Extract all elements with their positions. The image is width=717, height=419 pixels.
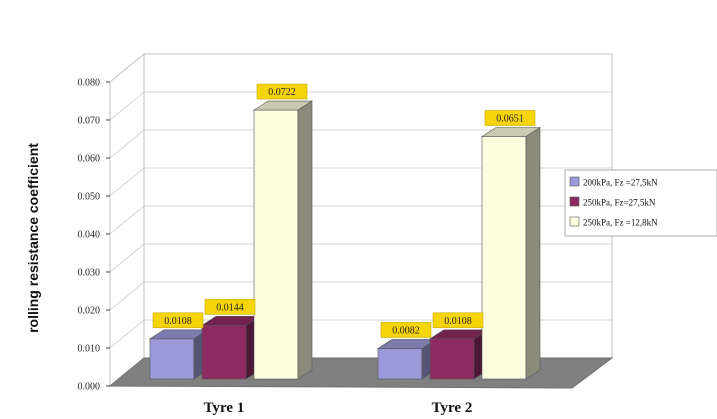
gridline-side bbox=[109, 129, 145, 159]
gridline-side bbox=[109, 91, 145, 121]
bar-front bbox=[481, 136, 527, 380]
y-tick-label: 0.080 bbox=[78, 78, 101, 89]
data-label-box bbox=[484, 110, 536, 126]
category-label: Tyre 1 bbox=[204, 400, 245, 416]
data-label-box bbox=[152, 312, 204, 329]
data-label-text: 0.0108 bbox=[444, 316, 472, 327]
x-axis-categories: Tyre 1 Tyre 2 bbox=[204, 400, 473, 416]
y-tick-label: 0.030 bbox=[78, 268, 101, 279]
data-labels: 0.0108 0.0144 0.0722 0.0082 0.0108 0.0651 bbox=[152, 83, 536, 338]
legend: 200kPa, Fz =27,5kN 250kPa, Fz=27,5kN 250kP… bbox=[564, 169, 717, 237]
y-tick-label: 0.010 bbox=[78, 344, 101, 355]
data-label-box bbox=[432, 312, 484, 329]
bar-front bbox=[201, 325, 247, 380]
data-label-text: 0.0144 bbox=[216, 302, 244, 313]
gridline-side bbox=[109, 281, 145, 311]
legend-label: 250kPa, Fz =12,8kN bbox=[583, 218, 658, 228]
bar-front bbox=[253, 109, 299, 380]
legend-swatch bbox=[569, 176, 580, 187]
gridline-side bbox=[109, 167, 145, 197]
gridline-side bbox=[109, 243, 145, 273]
gridline-side bbox=[109, 319, 145, 349]
legend-swatch bbox=[569, 196, 580, 207]
data-label-box bbox=[256, 83, 308, 100]
data-label-text: 0.0722 bbox=[268, 87, 296, 98]
data-label: 0.0144 bbox=[204, 299, 256, 315]
y-tick-label: 0.070 bbox=[78, 116, 101, 127]
data-label-box bbox=[204, 299, 256, 315]
gridline-side bbox=[109, 53, 145, 83]
y-tick-label: 0.040 bbox=[78, 230, 101, 241]
legend-label: 200kPa, Fz =27,5kN bbox=[583, 178, 658, 188]
y-tick-label: 0.050 bbox=[78, 192, 101, 203]
bar-top bbox=[480, 127, 542, 137]
y-axis-ticks: 0.000 0.010 0.020 0.030 0.040 0.050 0.060 0.070… bbox=[78, 78, 110, 393]
bar-top bbox=[252, 100, 314, 111]
bar bbox=[200, 315, 262, 380]
bar-side bbox=[297, 100, 313, 380]
data-label: 0.0651 bbox=[484, 110, 536, 126]
bar bbox=[376, 338, 438, 380]
data-label-box bbox=[380, 322, 432, 338]
data-label-text: 0.0108 bbox=[164, 316, 192, 327]
category-label: Tyre 2 bbox=[432, 400, 473, 416]
y-axis-label: rolling resistance coefficient bbox=[25, 143, 41, 333]
bar-front bbox=[149, 338, 195, 380]
bar bbox=[480, 126, 542, 380]
y-tick-label: 0.000 bbox=[78, 382, 101, 393]
data-label: 0.0082 bbox=[380, 322, 432, 338]
y-tick-label: 0.020 bbox=[78, 306, 101, 317]
bars bbox=[148, 100, 542, 380]
gridline-side bbox=[109, 205, 145, 235]
legend-box bbox=[564, 169, 717, 237]
data-label: 0.0108 bbox=[152, 312, 204, 329]
bar bbox=[428, 329, 490, 380]
legend-swatch bbox=[569, 216, 580, 227]
bar-side bbox=[525, 126, 541, 380]
data-label: 0.0108 bbox=[432, 312, 484, 329]
legend-label: 250kPa, Fz=27,5kN bbox=[583, 198, 656, 208]
y-tick-label: 0.060 bbox=[78, 154, 101, 165]
bar-front bbox=[377, 348, 423, 380]
bar bbox=[252, 100, 314, 380]
data-label-text: 0.0651 bbox=[496, 114, 524, 125]
bar-front bbox=[429, 338, 475, 380]
data-label: 0.0722 bbox=[256, 83, 308, 100]
bar bbox=[148, 329, 210, 380]
data-label-text: 0.0082 bbox=[392, 325, 420, 336]
